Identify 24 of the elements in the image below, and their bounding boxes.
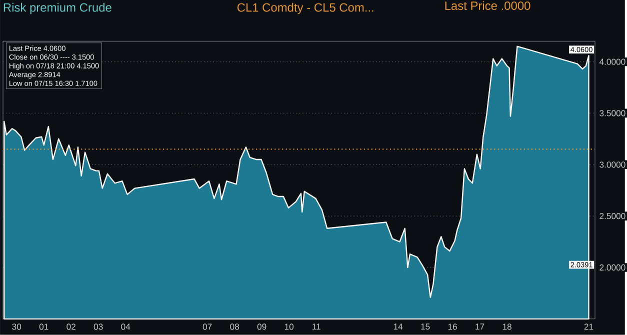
x-tick-label: 01 [39,324,48,330]
x-tick-label: 08 [230,324,239,330]
x-tick-label: 03 [94,324,103,330]
x-tick-label: 18 [502,324,512,330]
y-tick-label: 2.0000 [600,264,626,271]
x-tick-label: 14 [394,324,403,330]
x-tick-label: 17 [476,324,484,330]
y-tick-label: 4.0000 [599,58,626,65]
chart-subtitle: CL1 Comdty - CL5 Com... [237,2,374,14]
x-tick-label: 04 [121,324,130,330]
x-tick-label: 16 [448,324,457,330]
x-tick-label: 02 [66,324,76,330]
x-tick-label: 15 [421,324,430,330]
x-tick-label: 21 [584,324,594,330]
y-tick-label: 2.5000 [600,213,626,220]
x-tick-label: 10 [284,324,294,330]
x-tick-label: 30 [12,324,22,330]
x-tick-label: 07 [202,324,212,330]
y-tick-label: 3.0000 [600,162,626,168]
chart-title: Risk premium Crude [4,2,112,14]
x-tick-label: 09 [257,324,266,330]
text: Last Price .0000 [445,1,530,10]
x-tick-label: 11 [312,324,320,330]
y-tick-label: 3.5000 [600,110,626,116]
